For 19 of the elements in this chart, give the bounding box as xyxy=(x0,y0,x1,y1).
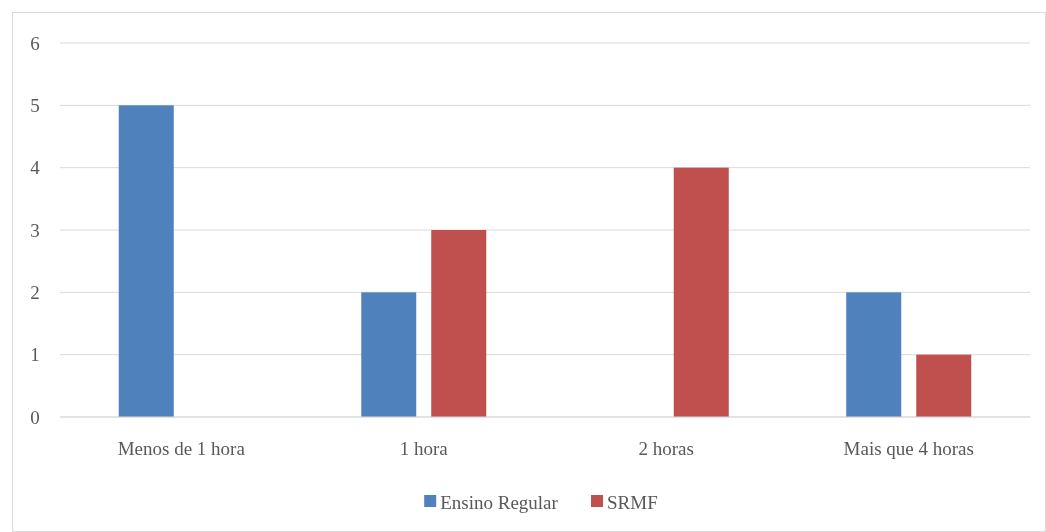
y-tick-label: 1 xyxy=(30,344,40,366)
y-tick-label: 6 xyxy=(30,32,40,54)
bar xyxy=(846,292,902,417)
x-tick-label: 2 horas xyxy=(638,438,694,459)
bar xyxy=(361,292,417,417)
bar xyxy=(431,230,487,417)
bar xyxy=(916,354,972,417)
bar xyxy=(673,167,729,417)
legend-label: Ensino Regular xyxy=(440,491,559,513)
y-tick-label: 3 xyxy=(30,219,40,241)
y-tick-label: 2 xyxy=(30,281,40,303)
legend-label: SRMF xyxy=(607,491,658,513)
x-tick-label: 1 hora xyxy=(399,438,449,459)
y-tick-label: 4 xyxy=(30,157,41,179)
x-tick-label: Menos de 1 hora xyxy=(117,438,246,459)
bar xyxy=(118,105,174,417)
y-tick-label: 5 xyxy=(30,94,40,116)
x-tick-label: Mais que 4 horas xyxy=(843,438,974,459)
y-tick-label: 0 xyxy=(30,406,40,428)
